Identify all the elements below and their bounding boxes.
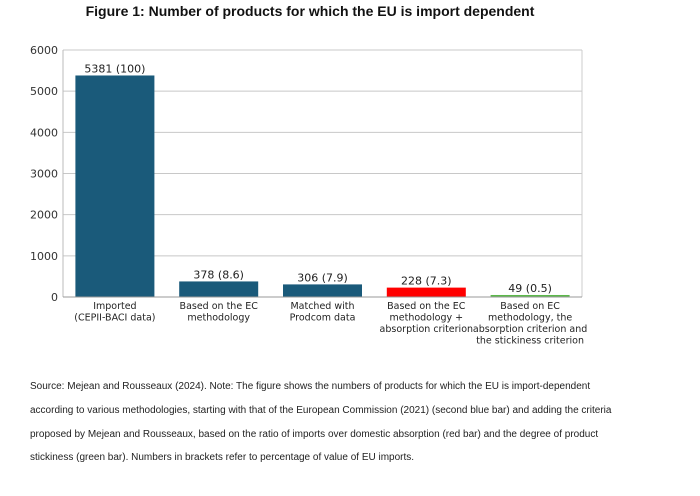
- data-label: 5381 (100): [84, 62, 145, 75]
- data-label: 306 (7.9): [297, 271, 348, 284]
- x-category-label: Based on the EC: [180, 301, 259, 312]
- x-category-label: absorption criterion: [380, 324, 473, 335]
- bar: [179, 281, 259, 297]
- data-label: 378 (8.6): [193, 268, 244, 281]
- x-category-label: Imported: [93, 301, 136, 312]
- chart-title: Figure 1: Number of products for which t…: [85, 3, 535, 19]
- x-category-label: Prodcom data: [290, 313, 356, 324]
- figure-caption: Source: Mejean and Rousseaux (2024). Not…: [30, 381, 612, 464]
- y-tick-label: 0: [51, 291, 58, 304]
- x-category-label: Matched with: [290, 301, 354, 312]
- bar: [283, 284, 362, 297]
- y-tick-label: 5000: [30, 85, 58, 98]
- x-category-label: Based on the EC: [387, 301, 466, 312]
- x-category-label: methodology: [187, 313, 250, 324]
- x-category-label: methodology, the: [488, 313, 572, 324]
- data-label: 49 (0.5): [508, 282, 552, 295]
- bar: [490, 294, 570, 297]
- x-category-label: (CEPII-BACI data): [74, 313, 155, 324]
- x-category-label: Based on EC: [500, 301, 560, 312]
- data-label: 228 (7.3): [401, 275, 452, 288]
- y-tick-label: 2000: [30, 209, 58, 222]
- bar-chart: 0 1000 2000 3000 4000 5000 6000 5381 (100) Impor…: [30, 44, 587, 347]
- y-tick-label: 4000: [30, 126, 58, 139]
- y-tick-label: 6000: [30, 44, 58, 57]
- y-tick-label: 1000: [30, 250, 58, 263]
- y-tick-label: 3000: [30, 168, 58, 181]
- bar: [75, 75, 155, 297]
- x-category-label: the stickiness criterion: [476, 336, 584, 347]
- x-category-label: absorption criterion and: [473, 324, 587, 335]
- x-category-label: methodology +: [390, 313, 464, 324]
- bar: [386, 287, 466, 297]
